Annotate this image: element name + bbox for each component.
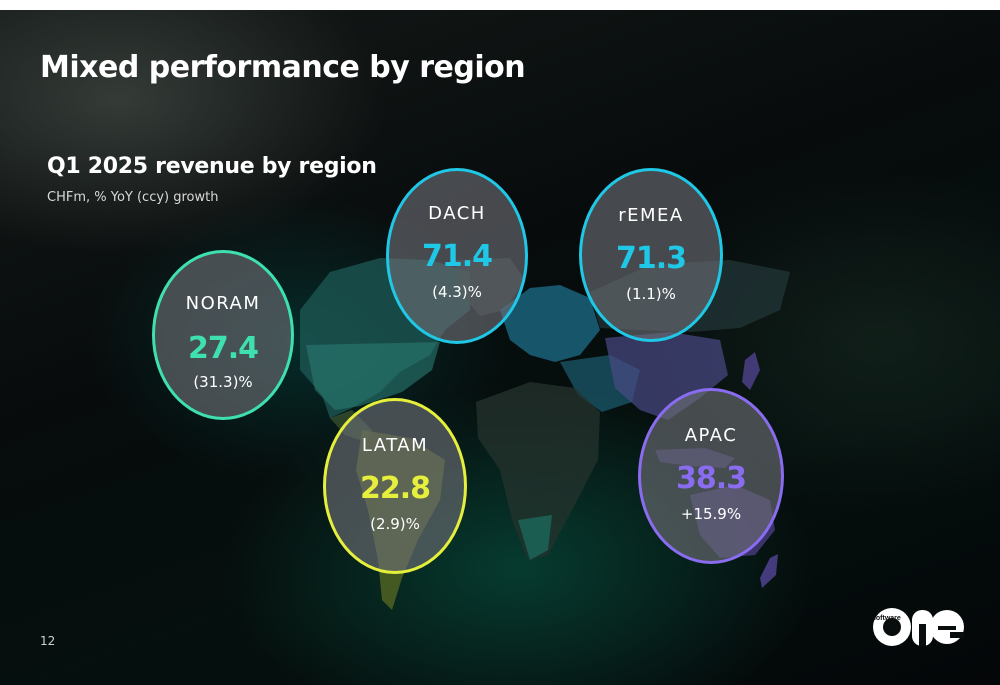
chart-subtitle: Q1 2025 revenue by region — [47, 154, 377, 179]
region-name: DACH — [428, 203, 486, 224]
region-name: NORAM — [185, 293, 261, 314]
region-bubble-latam: LATAM 22.8 (2.9)% — [323, 398, 467, 574]
region-bubble-remea: rEMEA 71.3 (1.1)% — [579, 168, 723, 342]
region-bubble-dach: DACH 71.4 (4.3)% — [386, 168, 528, 344]
region-growth: (31.3)% — [193, 373, 253, 391]
region-value: 71.4 — [421, 239, 493, 274]
region-value: 22.8 — [359, 471, 431, 506]
logo-mark — [873, 608, 964, 646]
slide: Mixed performance by region Q1 2025 reve… — [0, 10, 1000, 685]
south-africa-shape — [518, 515, 552, 560]
region-bubble-noram: NORAM 27.4 (31.3)% — [152, 250, 294, 420]
africa-shape — [476, 382, 600, 560]
region-name: APAC — [684, 425, 738, 446]
japan-shape — [742, 352, 760, 390]
region-name: rEMEA — [618, 205, 684, 226]
region-bubble-apac: APAC 38.3 +15.9% — [638, 388, 784, 564]
europe-shape — [500, 285, 600, 362]
page-number: 12 — [40, 634, 56, 648]
region-name: LATAM — [361, 435, 429, 456]
world-map — [300, 258, 790, 610]
region-growth: (2.9)% — [370, 515, 420, 533]
region-value: 27.4 — [187, 331, 259, 366]
softwareone-logo: software — [872, 606, 964, 648]
page-title: Mixed performance by region — [40, 50, 526, 85]
region-growth: (4.3)% — [432, 283, 482, 301]
region-value: 71.3 — [615, 241, 687, 276]
new-zealand-shape — [760, 554, 778, 588]
region-value: 38.3 — [675, 461, 747, 496]
chart-caption: CHFm, % YoY (ccy) growth — [47, 190, 219, 205]
region-growth: (1.1)% — [626, 285, 676, 303]
usa-shape — [306, 342, 440, 410]
region-growth: +15.9% — [680, 505, 742, 523]
logo-software-text: software — [872, 615, 901, 622]
